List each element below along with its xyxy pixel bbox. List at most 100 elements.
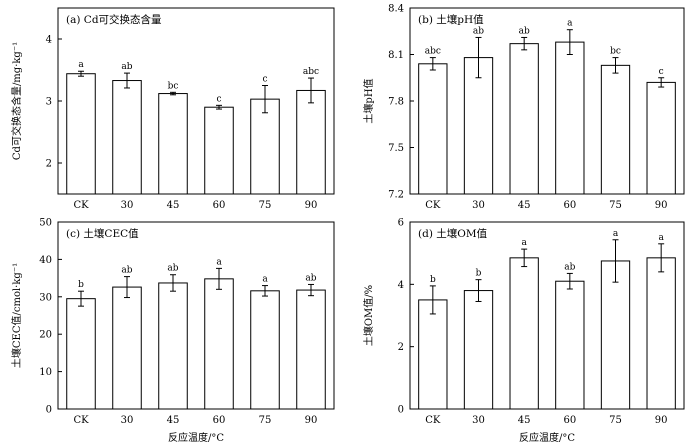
significance-label: ab [121,62,132,72]
x-axis-title: 反应温度/°C [168,431,224,444]
significance-label: ab [167,264,178,274]
bar [463,290,494,410]
x-tick-label: 45 [167,200,180,211]
x-tick-label: 90 [655,200,668,211]
x-tick-label: 30 [472,415,485,426]
significance-label: a [216,257,222,267]
bar [296,89,326,195]
significance-label: a [262,275,268,285]
bar [250,98,280,195]
bar [509,43,539,195]
x-tick-label: CK [73,200,89,211]
x-tick-label: 75 [609,200,622,211]
significance-label: abc [303,67,319,77]
significance-label: a [567,19,573,29]
panel-title: (d) 土壤OM值 [418,227,488,240]
plot-frame [57,7,335,195]
bar [250,290,280,410]
bar [204,278,234,410]
y-tick-label: 30 [39,292,52,303]
bar [555,280,585,410]
x-tick-label: 60 [213,415,226,426]
bar [646,257,676,410]
panel-title: (c) 土壤CEC值 [66,227,139,240]
bar [66,298,96,410]
x-tick-label: 30 [121,200,134,211]
x-tick-label: 45 [518,200,531,211]
x-tick-label: 75 [259,415,272,426]
bar [296,289,326,410]
significance-label: a [521,238,527,248]
significance-label: b [78,280,84,290]
bar [555,41,585,195]
bar [600,64,631,195]
bar [418,63,448,195]
y-tick-label: 7.2 [388,190,404,201]
y-tick-label: 0 [398,405,404,416]
plot-frame [409,7,685,195]
significance-label: ab [121,266,132,276]
significance-label: a [658,233,664,243]
panel-title: (b) 土壤pH值 [418,13,484,26]
x-tick-label: 45 [167,415,180,426]
chart-panel-a: 2 3 4 a CK ab 30 bc 45 c 60 c 75 abc 90 (a) Cd可交换态含量 Cd可… [10,7,335,211]
bar [66,73,96,195]
y-tick-label: 10 [39,367,52,378]
x-axis-title: 反应温度/°C [519,431,575,444]
bar [112,286,142,410]
significance-label: a [613,229,619,239]
y-tick-label: 2 [398,342,404,353]
x-tick-label: 90 [305,200,318,211]
y-tick-label: 0 [46,405,52,416]
y-tick-label: 4 [398,280,404,291]
significance-label: c [216,94,221,104]
bar [463,57,494,195]
y-tick-label: 3 [46,97,52,108]
bar [646,81,676,195]
x-tick-label: 30 [121,415,134,426]
x-tick-label: 60 [563,415,576,426]
bar [600,260,631,410]
significance-label: ab [473,26,484,36]
y-axis-title: 土壤OM值/% [362,285,375,346]
bar [158,282,188,410]
significance-label: abc [425,47,441,57]
y-tick-label: 2 [46,159,52,170]
x-tick-label: 90 [305,415,318,426]
y-tick-label: 6 [398,218,404,229]
bar [204,106,234,195]
y-axis-title: Cd可交换态含量/mg·kg⁻¹ [10,42,23,160]
y-tick-label: 50 [39,218,52,229]
y-tick-label: 8.4 [388,4,404,15]
chart-panel-b: 7.2 7.5 7.8 8.1 8.4 abc CK ab 30 ab 45 a 60 bc 75 c 90 (b… [362,4,685,211]
y-tick-label: 40 [39,255,52,266]
plot-frame [57,221,335,410]
bar [418,299,448,410]
significance-label: b [476,269,482,279]
x-tick-label: 75 [259,200,272,211]
x-tick-label: 90 [655,415,668,426]
x-tick-label: 60 [213,200,226,211]
significance-label: bc [610,47,621,57]
y-axis-title: 土壤pH值 [362,78,375,123]
significance-label: a [78,60,84,70]
significance-label: c [659,67,664,77]
y-tick-label: 7.8 [388,97,404,108]
y-tick-label: 7.5 [388,143,404,154]
chart-panel-c: 0 10 20 30 40 50 b CK ab 30 ab 45 a 60 a 75 ab 90 (c) 土壤CE… [10,218,335,444]
significance-label: b [430,275,436,285]
x-tick-label: 45 [518,415,531,426]
panel-title: (a) Cd可交换态含量 [66,13,162,26]
y-tick-label: 4 [46,35,52,46]
x-tick-label: CK [425,200,441,211]
bar [158,93,188,195]
x-tick-label: CK [73,415,89,426]
significance-label: c [262,75,267,85]
significance-label: ab [564,262,575,272]
y-axis-title: 土壤CEC值/cmol·kg⁻¹ [10,263,23,368]
y-tick-label: 20 [39,330,52,341]
significance-label: ab [519,26,530,36]
significance-label: ab [305,273,316,283]
